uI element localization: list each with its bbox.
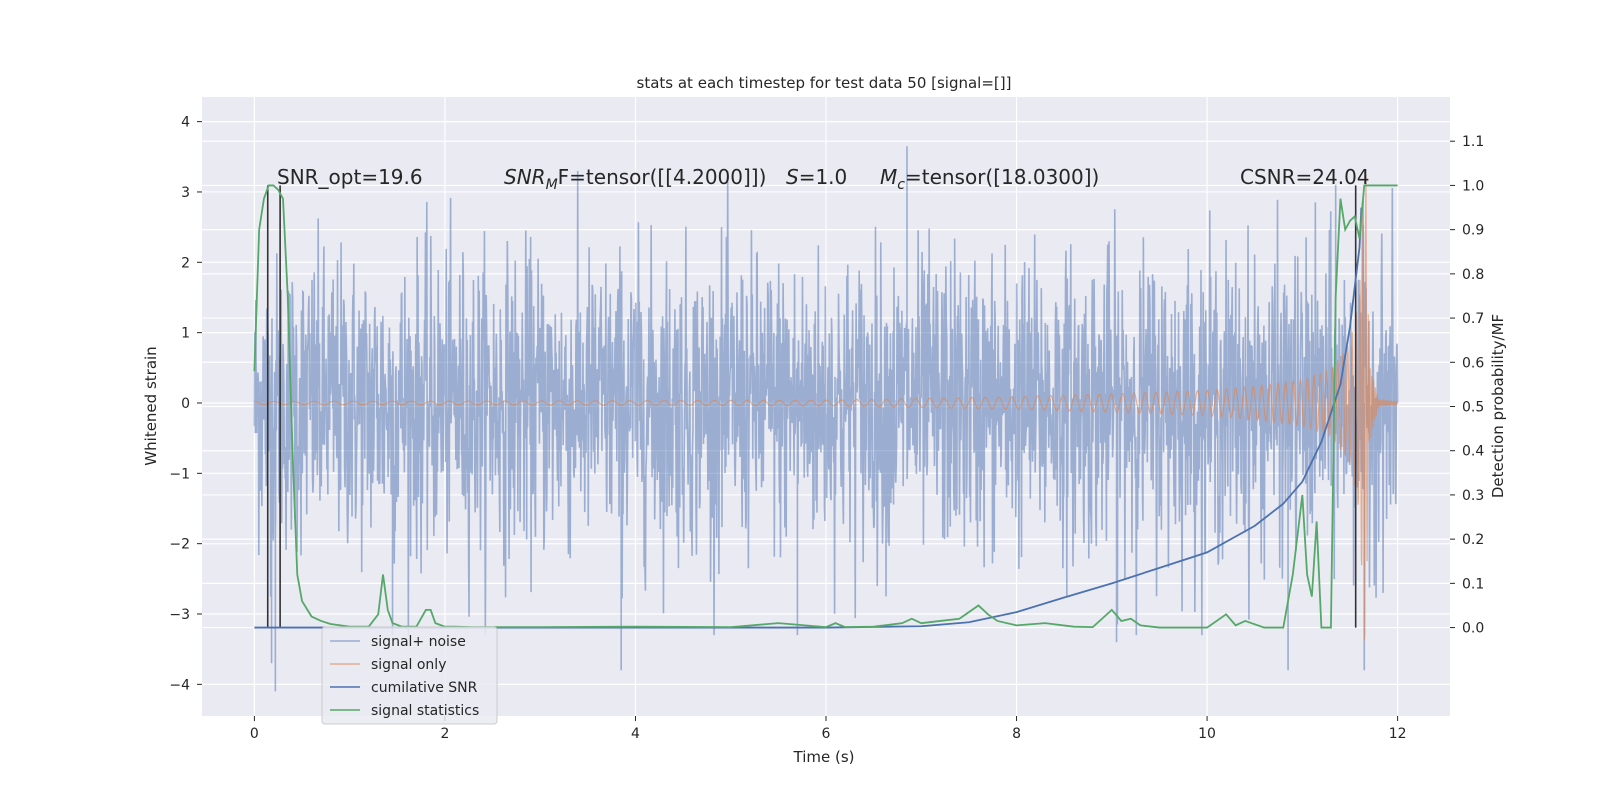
snr-mf-prefix: SNR xyxy=(504,165,546,189)
chart-title: stats at each timestep for test data 50 … xyxy=(637,74,1012,92)
s-label: S xyxy=(786,165,799,189)
annotation-mc: Mc=tensor([18.0300]) xyxy=(880,165,1099,193)
x-tick-label: 4 xyxy=(631,726,640,742)
y-tick-label: 0 xyxy=(181,396,190,412)
signal-statistics-line xyxy=(253,184,1398,629)
x-tick-label: 8 xyxy=(1012,726,1021,742)
annotation-csnr: CSNR=24.04 xyxy=(1240,165,1370,189)
snr-mf-subscript: M xyxy=(546,177,558,193)
s-value: =1.0 xyxy=(799,165,848,189)
y2-tick-label: 0.5 xyxy=(1462,400,1484,416)
legend-box xyxy=(321,626,498,725)
y2-axis-label: Detection probability/MF xyxy=(1489,314,1507,498)
axes: 0 2 4 6 8 10 12−4−3−2−1012340.00.10.20.30.40.5… xyxy=(169,115,1484,742)
x-tick-label: 2 xyxy=(440,726,449,742)
y2-tick-label: 0.2 xyxy=(1462,532,1484,548)
signal-only-line xyxy=(254,175,1399,641)
y2-tick-label: 0.4 xyxy=(1462,444,1484,460)
x-tick-label: 0 xyxy=(250,726,259,742)
y-tick-label: 4 xyxy=(181,115,190,131)
x-axis-label: Time (s) xyxy=(793,748,855,766)
y2-tick-label: 0.0 xyxy=(1462,621,1484,637)
y-tick-label: 1 xyxy=(181,326,190,342)
x-tick-label: 6 xyxy=(822,726,831,742)
y2-tick-label: 1.0 xyxy=(1462,178,1484,194)
x-tick-label: 10 xyxy=(1198,726,1216,742)
signal-only-series xyxy=(254,175,1399,641)
y2-tick-label: 0.3 xyxy=(1462,488,1484,504)
mc-suffix: =tensor([18.0300]) xyxy=(905,165,1099,189)
y-axis-label: Whitened strain xyxy=(142,346,160,465)
annotation-snr-opt: SNR_opt=19.6 xyxy=(277,165,423,189)
y-tick-label: −3 xyxy=(169,607,190,623)
mc-prefix: M xyxy=(880,165,897,189)
legend-label-cumsnr: cumilative SNR xyxy=(371,680,478,696)
y-tick-label: 2 xyxy=(181,255,190,271)
snr-mf-suffix: F=tensor([[4.2000]]) xyxy=(558,165,767,189)
legend-label-stats: signal statistics xyxy=(371,703,479,719)
y-tick-label: −1 xyxy=(169,466,190,482)
annotation-s: S=1.0 xyxy=(786,165,847,189)
y2-tick-label: 0.1 xyxy=(1462,576,1484,592)
mc-subscript: c xyxy=(897,177,905,193)
y2-tick-label: 0.8 xyxy=(1462,267,1484,283)
y2-tick-label: 1.1 xyxy=(1462,134,1484,150)
annotation-snr-mf: SNRMF=tensor([[4.2000]]) xyxy=(504,165,766,193)
statistics-series xyxy=(253,184,1398,629)
y-tick-label: −2 xyxy=(169,537,190,553)
x-tick-label: 12 xyxy=(1389,726,1407,742)
y-tick-label: 3 xyxy=(181,185,190,201)
y2-tick-label: 0.9 xyxy=(1462,223,1484,239)
y2-tick-label: 0.7 xyxy=(1462,311,1484,327)
legend-label-signal: signal only xyxy=(371,657,446,673)
y-tick-label: −4 xyxy=(169,677,190,693)
vertical-markers xyxy=(266,185,1357,628)
legend: signal+ noise signal only cumilative SNR… xyxy=(321,626,498,725)
y2-tick-label: 0.6 xyxy=(1462,355,1484,371)
cumulative-snr-line xyxy=(254,207,1363,629)
legend-label-noise: signal+ noise xyxy=(371,634,466,650)
